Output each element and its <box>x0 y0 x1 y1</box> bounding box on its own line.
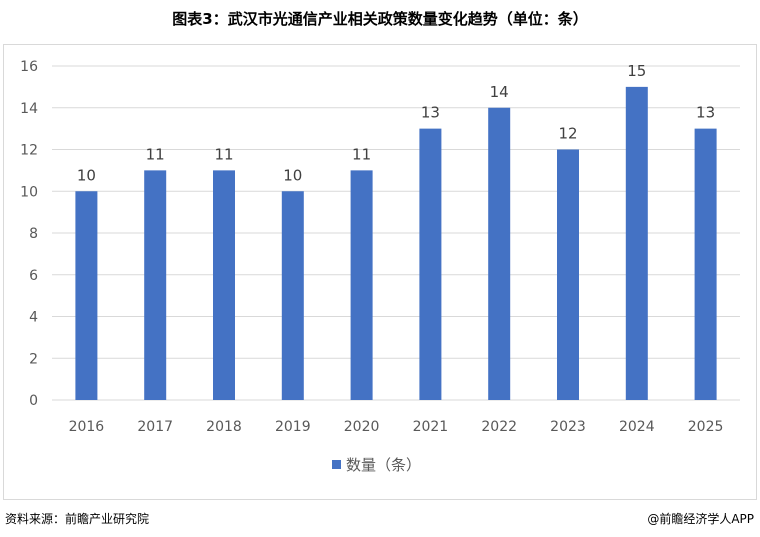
x-tick-label: 2022 <box>481 419 517 435</box>
bar <box>557 149 579 400</box>
data-label: 12 <box>558 125 577 143</box>
bar <box>144 170 167 400</box>
x-tick-label: 2017 <box>137 419 173 435</box>
gridlines <box>52 65 740 401</box>
y-tick-label: 6 <box>29 268 38 284</box>
x-tick-label: 2020 <box>344 419 380 435</box>
data-label: 11 <box>352 145 371 163</box>
x-tick-label: 2021 <box>413 419 449 435</box>
y-tick-label: 8 <box>29 226 38 242</box>
data-label: 11 <box>146 145 165 163</box>
watermark-credit: @前瞻经济学人APP <box>647 512 754 526</box>
source-note: 资料来源：前瞻产业研究院 <box>5 512 150 526</box>
data-label: 14 <box>490 83 509 101</box>
bar <box>75 191 98 400</box>
chart-frame <box>3 44 757 500</box>
x-tick-label: 2025 <box>688 419 724 435</box>
x-tick-label: 2024 <box>619 419 655 435</box>
x-tick-label: 2016 <box>69 419 105 435</box>
x-tick-label: 2019 <box>275 419 311 435</box>
x-tick-label: 2018 <box>206 419 242 435</box>
data-label: 10 <box>77 166 96 184</box>
y-tick-label: 2 <box>29 351 38 367</box>
chart-title: 图表3：武汉市光通信产业相关政策数量变化趋势（单位：条） <box>172 10 588 28</box>
data-label: 13 <box>696 104 715 122</box>
x-axis-ticks: 2016 2017 2018 2019 2020 2021 2022 2023 2024 2025 <box>69 419 724 435</box>
bar <box>281 191 304 400</box>
y-tick-label: 4 <box>29 310 38 326</box>
legend-label: 数量（条） <box>346 456 421 474</box>
data-label: 11 <box>214 145 233 163</box>
data-label: 10 <box>283 166 302 184</box>
x-tick-label: 2023 <box>550 419 586 435</box>
y-tick-label: 10 <box>20 184 38 200</box>
legend: 数量（条） <box>332 456 421 474</box>
data-label: 13 <box>421 104 440 122</box>
bars <box>75 86 717 400</box>
y-axis-ticks: 0 2 4 6 8 10 12 14 16 <box>20 59 38 409</box>
y-tick-label: 14 <box>20 101 38 117</box>
y-tick-label: 12 <box>20 143 38 159</box>
bar <box>419 128 442 400</box>
y-tick-label: 16 <box>20 59 38 75</box>
y-tick-label: 0 <box>29 393 38 409</box>
bar <box>694 128 717 400</box>
legend-swatch <box>332 460 341 469</box>
bar <box>625 86 648 400</box>
data-label: 15 <box>627 62 646 80</box>
data-labels: 10 11 11 10 11 13 14 12 15 13 <box>77 62 715 184</box>
bar <box>213 170 235 400</box>
bar <box>350 170 373 400</box>
bar <box>488 107 511 400</box>
